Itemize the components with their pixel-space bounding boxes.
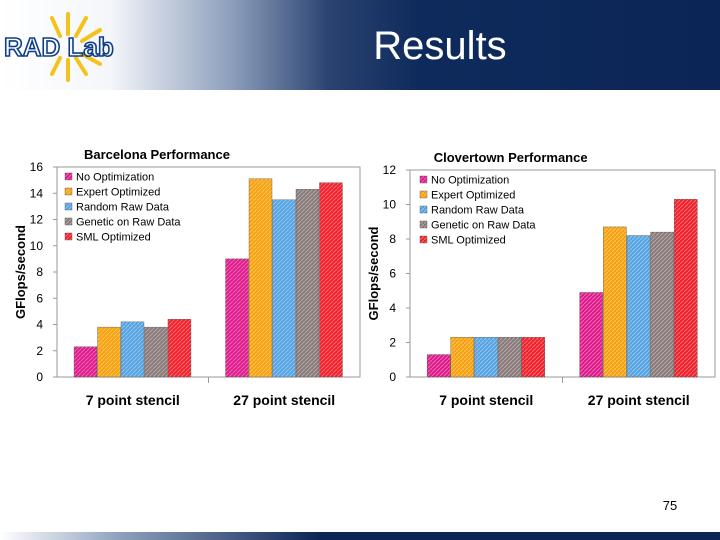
x-category-label: 7 point stencil [439, 392, 533, 408]
legend-entry: SML Optimized [431, 235, 506, 247]
y-tick-label: 0 [389, 370, 396, 384]
y-tick-label: 16 [30, 160, 44, 174]
bar-no-optimization [225, 258, 249, 378]
y-tick-label: 6 [36, 291, 43, 305]
barcelona-chart: Barcelona Performance GFlops/second 0 2 4 6 8 1… [13, 147, 361, 408]
footer-bar [0, 532, 720, 540]
y-tick-label: 12 [30, 213, 44, 227]
x-category-label: 27 point stencil [588, 392, 690, 408]
bar-no-optimization [73, 346, 98, 378]
y-tick-label: 10 [30, 239, 44, 253]
page-number: 75 [662, 498, 678, 513]
bar-random-raw-data [272, 199, 296, 378]
legend-swatch [419, 220, 428, 229]
legend-entry: Genetic on Raw Data [431, 220, 536, 232]
chart-title: Clovertown Performance [434, 150, 588, 165]
y-tick-label: 10 [383, 198, 397, 212]
bar-expert-optimized [603, 226, 627, 378]
bar-random-raw-data [626, 235, 651, 378]
x-category-label: 7 point stencil [86, 392, 180, 408]
legend-entry: Expert Optimized [431, 190, 515, 202]
slide-header: RAD Lab Results [0, 0, 720, 90]
legend-swatch [64, 217, 73, 226]
legend-entry: Random Raw Data [431, 205, 525, 217]
bar-no-optimization [426, 354, 451, 378]
bar-sml-optimized [319, 182, 343, 378]
slide-title: Results [373, 24, 507, 68]
logo-text: RAD Lab [4, 32, 114, 62]
legend-swatch [419, 190, 428, 199]
bar-genetic-on-raw-data [295, 189, 320, 378]
sunburst-icon [50, 12, 102, 82]
bar-genetic-on-raw-data [650, 231, 674, 378]
y-tick-label: 14 [30, 186, 44, 200]
legend-entry: Random Raw Data [76, 202, 170, 214]
y-axis-label: GFlops/second [13, 225, 28, 319]
y-tick-label: 2 [36, 344, 43, 358]
legend-swatch [64, 187, 73, 196]
legend-entry: No Optimization [431, 175, 509, 187]
x-category-label: 27 point stencil [233, 392, 335, 408]
y-tick-label: 6 [389, 267, 396, 281]
y-tick-label: 0 [36, 370, 43, 384]
clovertown-chart: Clovertown Performance GFlops/second 0 2 4 6 8… [368, 150, 716, 408]
legend-entry: Genetic on Raw Data [76, 217, 181, 229]
legend-entry: SML Optimized [76, 232, 151, 244]
legend-swatch [419, 175, 428, 184]
y-tick-label: 8 [36, 265, 43, 279]
y-tick-label: 4 [36, 318, 43, 332]
legend-swatch [64, 202, 73, 211]
legend-swatch [419, 235, 428, 244]
bar-random-raw-data [120, 321, 145, 378]
legend-entry: No Optimization [76, 172, 154, 184]
y-axis-label: GFlops/second [368, 226, 381, 320]
bar-expert-optimized [450, 337, 475, 378]
bar-sml-optimized [521, 337, 546, 378]
legend-swatch [64, 172, 73, 181]
legend-swatch [419, 205, 428, 214]
y-tick-label: 4 [389, 301, 396, 315]
y-tick-label: 8 [389, 232, 396, 246]
bar-genetic-on-raw-data [497, 337, 522, 378]
y-tick-label: 12 [383, 163, 397, 177]
chart-title: Barcelona Performance [84, 147, 230, 162]
bar-expert-optimized [97, 326, 121, 378]
bar-sml-optimized [167, 319, 192, 378]
y-tick-label: 2 [389, 336, 396, 350]
bar-no-optimization [579, 292, 603, 378]
legend-swatch [64, 232, 73, 241]
bar-genetic-on-raw-data [144, 326, 168, 378]
bar-expert-optimized [248, 178, 273, 378]
bar-random-raw-data [474, 337, 498, 378]
bar-sml-optimized [674, 199, 698, 378]
legend-entry: Expert Optimized [76, 187, 160, 199]
rad-lab-logo: RAD Lab [3, 12, 115, 82]
